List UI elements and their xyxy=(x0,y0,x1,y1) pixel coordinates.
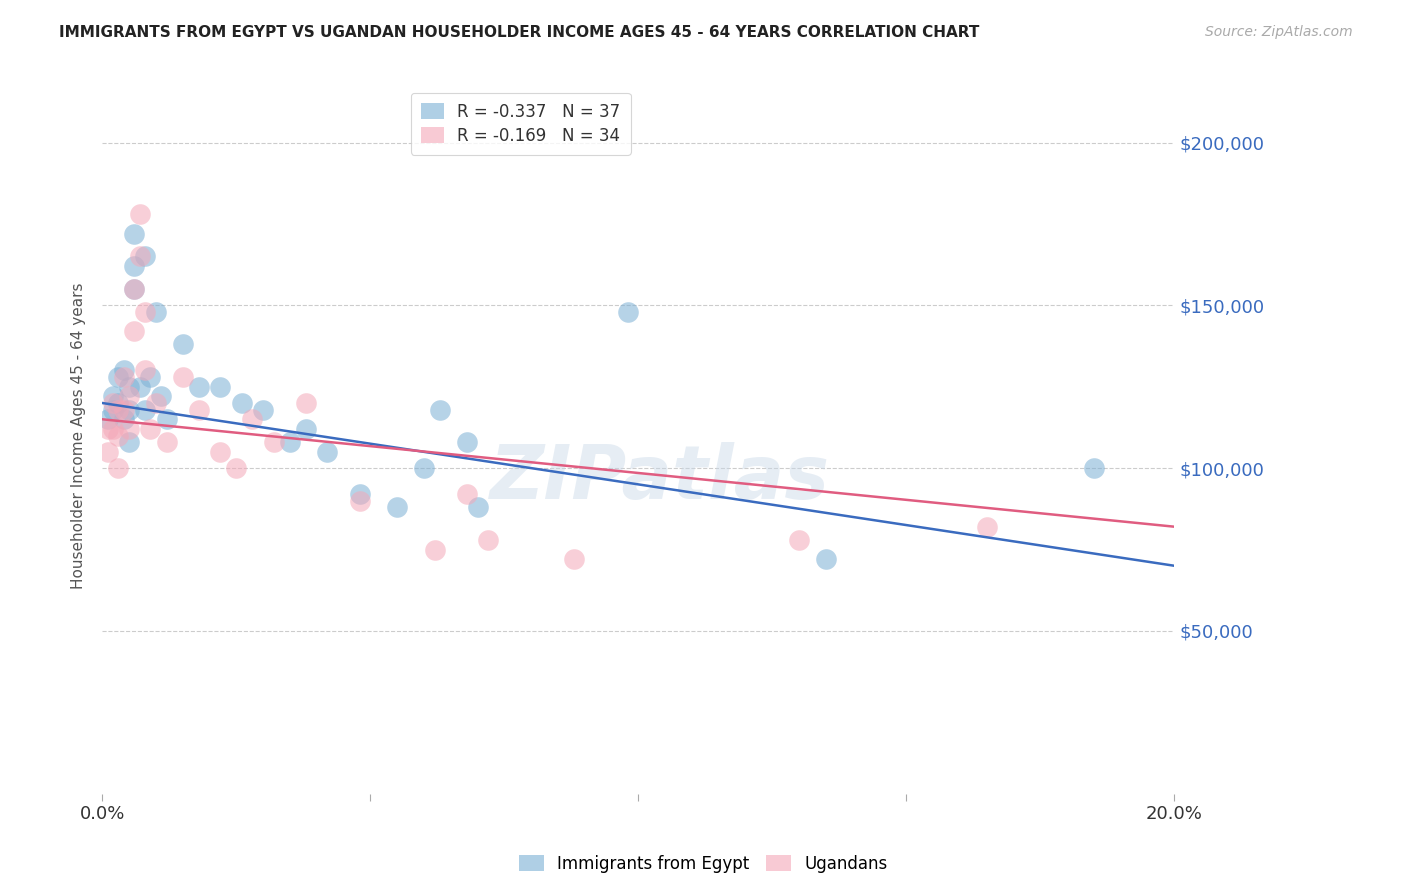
Point xyxy=(139,370,162,384)
Point xyxy=(97,412,120,426)
Point xyxy=(172,337,194,351)
Point xyxy=(124,282,146,296)
Point xyxy=(295,396,318,410)
Point xyxy=(172,370,194,384)
Point xyxy=(101,396,124,410)
Point xyxy=(97,422,120,436)
Point xyxy=(139,422,162,436)
Point xyxy=(155,412,177,426)
Point xyxy=(124,227,146,241)
Point xyxy=(124,260,146,274)
Point xyxy=(118,435,141,450)
Point xyxy=(562,552,585,566)
Point xyxy=(134,363,156,377)
Point xyxy=(107,370,129,384)
Point xyxy=(456,435,478,450)
Point xyxy=(107,402,129,417)
Point xyxy=(976,519,998,533)
Point xyxy=(145,305,167,319)
Point xyxy=(349,493,371,508)
Point xyxy=(278,435,301,450)
Point xyxy=(349,487,371,501)
Legend: R = -0.337   N = 37, R = -0.169   N = 34: R = -0.337 N = 37, R = -0.169 N = 34 xyxy=(411,93,630,155)
Point xyxy=(107,461,129,475)
Point xyxy=(134,402,156,417)
Point xyxy=(118,402,141,417)
Point xyxy=(145,396,167,410)
Point xyxy=(385,500,408,515)
Point xyxy=(252,402,274,417)
Point xyxy=(112,412,135,426)
Legend: Immigrants from Egypt, Ugandans: Immigrants from Egypt, Ugandans xyxy=(512,848,894,880)
Point xyxy=(112,402,135,417)
Point xyxy=(107,396,129,410)
Point xyxy=(118,422,141,436)
Point xyxy=(155,435,177,450)
Point xyxy=(128,250,150,264)
Point xyxy=(112,363,135,377)
Point xyxy=(787,533,810,547)
Point xyxy=(187,380,209,394)
Point xyxy=(124,324,146,338)
Text: IMMIGRANTS FROM EGYPT VS UGANDAN HOUSEHOLDER INCOME AGES 45 - 64 YEARS CORRELATI: IMMIGRANTS FROM EGYPT VS UGANDAN HOUSEHO… xyxy=(59,25,980,40)
Point xyxy=(128,207,150,221)
Point xyxy=(412,461,434,475)
Point xyxy=(231,396,253,410)
Point xyxy=(134,250,156,264)
Point xyxy=(97,445,120,459)
Point xyxy=(134,305,156,319)
Point xyxy=(124,282,146,296)
Point xyxy=(118,389,141,403)
Point xyxy=(477,533,499,547)
Point xyxy=(128,380,150,394)
Point xyxy=(814,552,837,566)
Point xyxy=(150,389,173,403)
Point xyxy=(616,305,638,319)
Point xyxy=(467,500,489,515)
Point xyxy=(456,487,478,501)
Point xyxy=(1083,461,1105,475)
Point xyxy=(101,402,124,417)
Point xyxy=(429,402,451,417)
Point xyxy=(209,445,232,459)
Point xyxy=(423,542,446,557)
Point xyxy=(107,428,129,442)
Point xyxy=(118,380,141,394)
Point xyxy=(295,422,318,436)
Point xyxy=(209,380,232,394)
Text: ZIPatlas: ZIPatlas xyxy=(489,442,830,515)
Point xyxy=(112,370,135,384)
Point xyxy=(225,461,247,475)
Point xyxy=(101,422,124,436)
Point xyxy=(101,389,124,403)
Point xyxy=(187,402,209,417)
Point xyxy=(263,435,285,450)
Text: Source: ZipAtlas.com: Source: ZipAtlas.com xyxy=(1205,25,1353,39)
Y-axis label: Householder Income Ages 45 - 64 years: Householder Income Ages 45 - 64 years xyxy=(72,282,86,589)
Point xyxy=(240,412,263,426)
Point xyxy=(316,445,339,459)
